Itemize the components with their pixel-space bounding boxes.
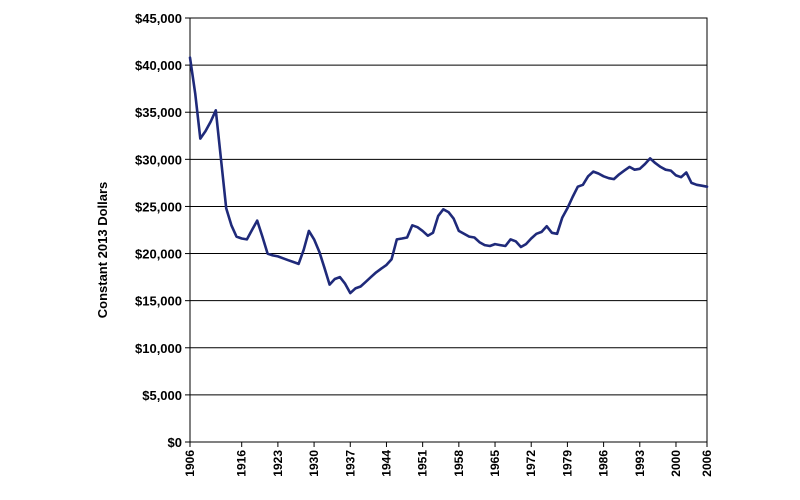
y-tick-label: $30,000 (135, 152, 182, 167)
x-tick-label: 1930 (307, 450, 321, 477)
y-tick-label: $15,000 (135, 294, 182, 309)
gridlines (190, 17, 707, 443)
y-tick-label: $10,000 (135, 341, 182, 356)
x-tick-label: 1979 (560, 450, 574, 477)
x-axis-ticks: 1906 1916 1923 1930 1937 1944 1951 1958 1965 1972… (183, 442, 714, 477)
x-tick-label: 2000 (669, 450, 683, 477)
x-tick-label: 1944 (379, 450, 393, 477)
x-tick-label: 1937 (343, 450, 357, 477)
y-axis-ticks: $0 $5,000 $10,000 $15,000 $20,000 $25,000 $30,… (135, 11, 190, 450)
y-tick-label: $5,000 (142, 388, 182, 403)
y-tick-label: $0 (168, 435, 182, 450)
y-tick-label: $40,000 (135, 58, 182, 73)
x-tick-label: 1972 (524, 450, 538, 477)
x-tick-label: 1923 (271, 450, 285, 477)
plot-area-frame (189, 17, 708, 443)
x-tick-label: 1951 (416, 450, 430, 477)
x-tick-label: 1965 (488, 450, 502, 477)
y-tick-label: $45,000 (135, 11, 182, 26)
x-tick-label: 1958 (452, 450, 466, 477)
y-tick-label: $35,000 (135, 105, 182, 120)
x-tick-label: 1916 (235, 450, 249, 477)
x-tick-label: 2006 (700, 450, 714, 477)
y-tick-label: $20,000 (135, 247, 182, 262)
series-line (188, 56, 709, 295)
x-tick-label: 1906 (183, 450, 197, 477)
y-tick-label: $25,000 (135, 199, 182, 214)
x-tick-label: 1993 (633, 450, 647, 477)
y-axis-label: Constant 2013 Dollars (95, 182, 110, 319)
x-tick-label: 1986 (597, 450, 611, 477)
